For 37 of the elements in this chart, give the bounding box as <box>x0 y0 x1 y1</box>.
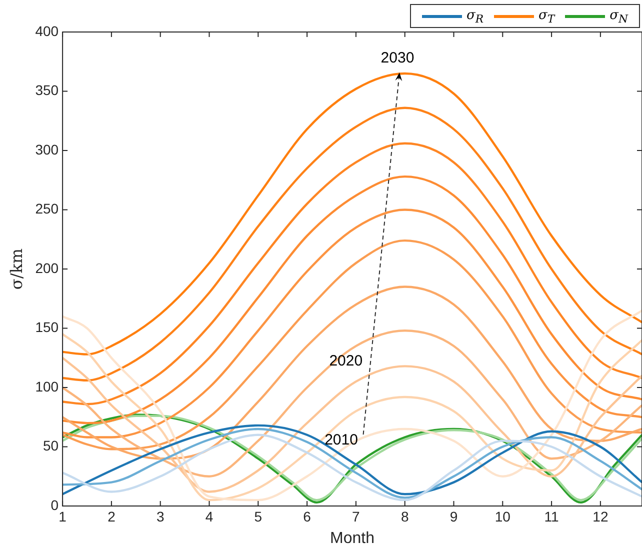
line-series <box>62 330 642 478</box>
y-tick-label: 50 <box>42 438 59 454</box>
annotation: 2020 <box>329 352 363 370</box>
x-tick-label: 2 <box>108 508 116 524</box>
x-axis-title: Month <box>330 530 375 547</box>
line-series <box>62 106 642 382</box>
y-tick-label: 200 <box>35 260 59 276</box>
x-tick-label: 12 <box>592 508 608 524</box>
legend-label: σ$_{R}$ <box>466 8 484 26</box>
x-tick-label: 5 <box>254 508 262 524</box>
legend-label: σ$_{N}$ <box>610 8 628 26</box>
x-tick-label: 9 <box>450 508 458 524</box>
y-tick-label: 150 <box>35 319 59 336</box>
y-tick-label: 100 <box>35 378 59 394</box>
y-tick-label: 400 <box>35 22 59 39</box>
y-tick-label: 300 <box>35 141 59 158</box>
x-tick-label: 6 <box>303 508 312 524</box>
line-series <box>62 356 642 493</box>
line-series <box>62 72 642 356</box>
x-tick-label: 4 <box>205 508 214 524</box>
y-tick-label: 0 <box>50 496 59 513</box>
line-series <box>62 142 642 406</box>
line-series <box>62 175 642 424</box>
y-tick-label: 250 <box>35 200 59 217</box>
legend-label: σ$_{T}$ <box>538 8 555 26</box>
y-axis-title: σ/km <box>6 248 26 290</box>
x-tick-label: 1 <box>58 508 67 524</box>
x-tick-label: 8 <box>400 508 409 524</box>
x-tick-label: 10 <box>494 508 511 524</box>
line-series <box>62 239 642 450</box>
x-tick-label: 3 <box>156 508 164 524</box>
x-tick-label: 7 <box>352 508 360 524</box>
annotation: 2030 <box>380 50 414 67</box>
line-series <box>62 286 642 460</box>
annotation: 2010 <box>324 432 358 449</box>
x-tick-label: 11 <box>544 508 560 524</box>
y-tick-label: 350 <box>35 82 59 98</box>
